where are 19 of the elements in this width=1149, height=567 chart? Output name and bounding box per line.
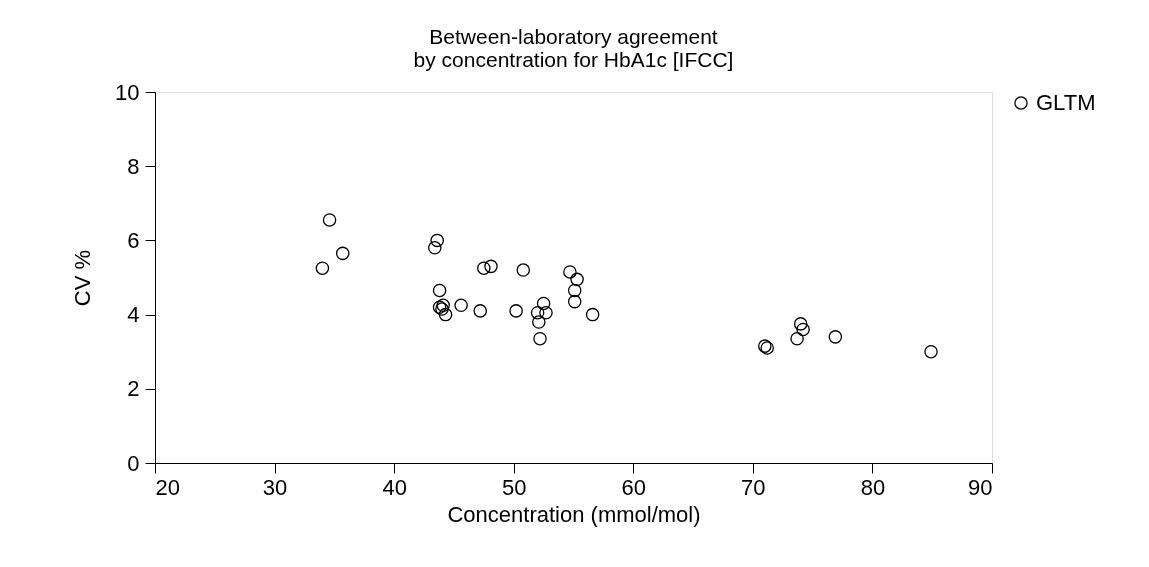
legend-label: GLTM [1036,90,1096,115]
text: Between-laboratory agreement [429,25,718,48]
x-tick-label: 70 [741,474,766,500]
x-tick-label: 30 [262,474,288,500]
x-tick-label: 90 [968,474,993,500]
x-tick-label: 80 [860,474,886,500]
y-tick-label: 6 [127,227,140,253]
x-tick-label: 40 [382,474,407,500]
y-tick-label: 4 [127,302,140,328]
y-tick-label: 0 [127,450,140,476]
y-tick-label: 8 [127,153,140,179]
text: by concentration for HbA1c [IFCC] [413,48,734,71]
x-tick-label: 60 [621,474,647,500]
y-tick-label: 10 [115,79,140,105]
x-tick-label: 50 [501,474,527,500]
x-tick-label: 20 [155,474,180,500]
x-axis-title: Concentration (mmol/mol) [447,501,701,527]
y-tick-label: 2 [127,376,140,402]
y-axis-title: CV % [70,249,96,307]
